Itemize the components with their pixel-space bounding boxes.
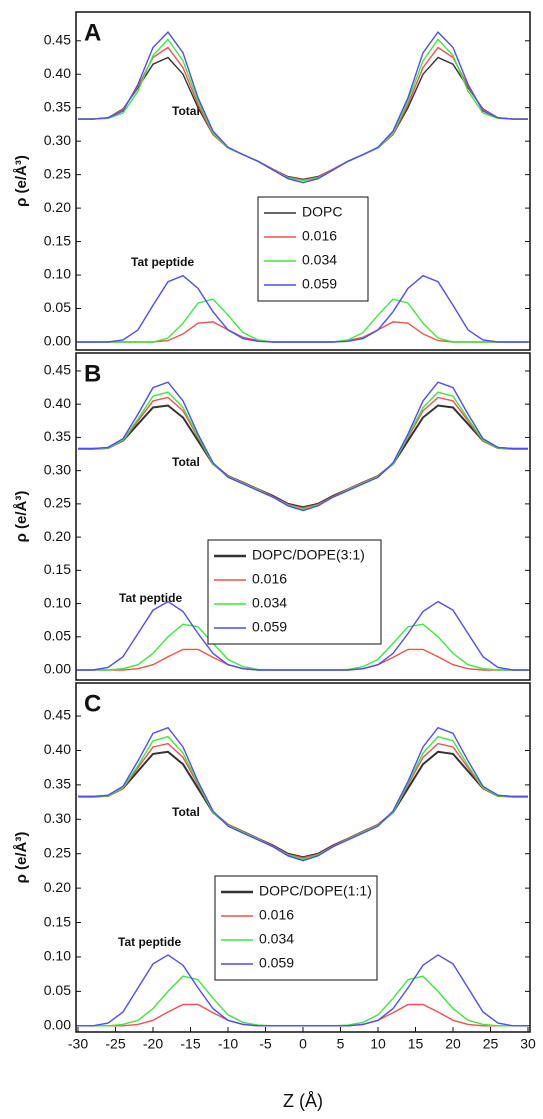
data-line	[78, 31, 528, 184]
data-line	[78, 381, 528, 512]
y-axis-label: ρ (e/Å³)	[13, 491, 30, 543]
y-tick-label: 0.10	[44, 594, 71, 610]
plot-frame	[75, 352, 531, 681]
y-tick-label: 0.30	[44, 810, 71, 826]
y-tick-label: 0.25	[44, 844, 71, 860]
legend-label: 0.034	[302, 252, 337, 268]
y-tick-label: 0.45	[44, 31, 71, 47]
x-tick-label: -10	[218, 1036, 238, 1052]
x-tick-label: 0	[299, 1036, 307, 1052]
data-line	[78, 735, 528, 860]
data-line	[78, 726, 528, 862]
panel-label: B	[84, 360, 101, 387]
x-tick-label: -20	[143, 1036, 163, 1052]
y-axis-label: ρ (e/Å³)	[13, 832, 30, 884]
x-tick-label: -25	[105, 1036, 125, 1052]
legend-label: 0.016	[252, 571, 287, 587]
annotation: Total	[172, 104, 200, 118]
data-line	[78, 742, 528, 859]
panel-label: C	[84, 690, 101, 717]
annotation: Total	[172, 805, 200, 819]
y-tick-label: 0.45	[44, 707, 71, 723]
data-line	[78, 391, 528, 510]
data-line	[78, 750, 528, 859]
data-line	[78, 298, 528, 343]
y-tick-label: 0.40	[44, 395, 71, 411]
legend-label: 0.016	[302, 228, 337, 244]
x-tick-label: -5	[259, 1036, 272, 1052]
y-tick-label: 0.15	[44, 913, 71, 929]
legend-box	[257, 196, 369, 302]
x-tick-label: 25	[483, 1036, 499, 1052]
data-line	[78, 600, 528, 671]
legend-label: DOPC	[302, 204, 342, 220]
data-line	[78, 274, 528, 343]
y-tick-label: 0.30	[44, 132, 71, 148]
y-tick-label: 0.00	[44, 333, 71, 349]
x-tick-label: 5	[337, 1036, 345, 1052]
y-tick-label: 0.05	[44, 982, 71, 998]
legend-label: DOPC/DOPE(3:1)	[252, 547, 365, 563]
y-tick-label: 0.15	[44, 232, 71, 248]
y-tick-label: 0.40	[44, 65, 71, 81]
data-line	[78, 56, 528, 181]
legend-box	[214, 875, 378, 981]
y-tick-label: 0.00	[44, 661, 71, 677]
y-tick-label: 0.20	[44, 879, 71, 895]
y-tick-label: 0.25	[44, 165, 71, 181]
data-line	[78, 321, 528, 343]
legend-label: 0.034	[259, 931, 294, 947]
legend-label: 0.059	[252, 619, 287, 635]
x-tick-label: 10	[370, 1036, 386, 1052]
y-tick-label: 0.00	[44, 1017, 71, 1033]
legend-label: DOPC/DOPE(1:1)	[259, 883, 372, 899]
y-tick-label: 0.10	[44, 948, 71, 964]
y-tick-label: 0.35	[44, 428, 71, 444]
y-tick-label: 0.30	[44, 461, 71, 477]
x-tick-label: -15	[180, 1036, 200, 1052]
data-line	[78, 38, 528, 182]
data-line	[78, 954, 528, 1027]
annotation: Tat peptide	[131, 255, 194, 269]
panel-label: A	[84, 19, 101, 46]
annotation: Tat peptide	[119, 591, 182, 605]
legend-label: 0.059	[259, 955, 294, 971]
y-tick-label: 0.35	[44, 776, 71, 792]
y-tick-label: 0.15	[44, 561, 71, 577]
x-tick-label: 15	[408, 1036, 424, 1052]
y-axis-label: ρ (e/Å³)	[13, 155, 30, 207]
x-axis-label: Z (Å)	[283, 1091, 323, 1111]
annotation: Total	[172, 455, 200, 469]
y-tick-label: 0.05	[44, 628, 71, 644]
legend-label: 0.016	[259, 907, 294, 923]
y-tick-label: 0.20	[44, 528, 71, 544]
data-line	[78, 396, 528, 509]
data-line	[78, 975, 528, 1027]
y-tick-label: 0.25	[44, 495, 71, 511]
legend-label: 0.059	[302, 276, 337, 292]
y-tick-label: 0.20	[44, 199, 71, 215]
x-tick-label: 30	[520, 1036, 536, 1052]
y-tick-label: 0.05	[44, 299, 71, 315]
y-tick-label: 0.40	[44, 741, 71, 757]
data-line	[78, 404, 528, 509]
y-tick-label: 0.10	[44, 266, 71, 282]
legend-label: 0.034	[252, 595, 287, 611]
legend-box	[207, 539, 382, 645]
annotation: Tat peptide	[118, 935, 181, 949]
x-tick-label: -30	[68, 1036, 88, 1052]
x-tick-label: 20	[445, 1036, 461, 1052]
y-tick-label: 0.35	[44, 98, 71, 114]
y-tick-label: 0.45	[44, 362, 71, 378]
plot-frame	[75, 11, 531, 351]
